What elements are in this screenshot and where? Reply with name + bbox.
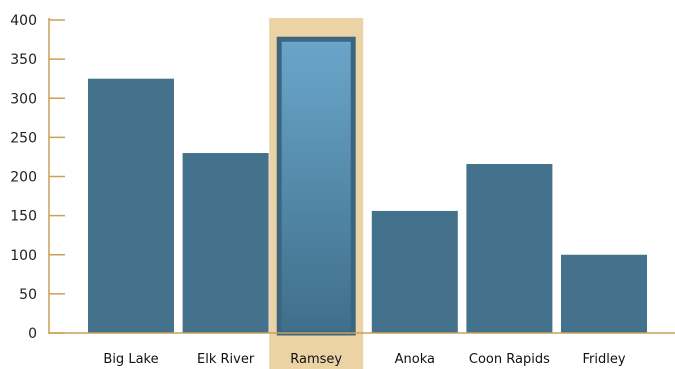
- y-tick-label-50: 50: [19, 287, 37, 303]
- bar-fridley[interactable]: [561, 254, 647, 333]
- y-tick-label-300: 300: [10, 91, 37, 107]
- axes-layer: [48, 18, 675, 334]
- x-tick-label-anoka: Anoka: [395, 352, 435, 367]
- bar-elk-river[interactable]: [182, 153, 269, 333]
- y-tick-label-400: 400: [10, 13, 37, 29]
- bar-ramsey[interactable]: [276, 36, 356, 336]
- y-tick-label-100: 100: [10, 248, 37, 264]
- x-tick-label-fridley: Fridley: [582, 352, 625, 367]
- y-tick-label-250: 250: [10, 130, 37, 146]
- bars-layer: [88, 36, 647, 336]
- x-tick-label-big-lake: Big Lake: [103, 352, 158, 367]
- y-tick-label-150: 150: [10, 209, 37, 225]
- y-tick-label-350: 350: [10, 52, 37, 68]
- labels-layer: Big Lake Elk River Ramsey Anoka Coon Rapids F…: [10, 13, 626, 367]
- y-tick-label-200: 200: [10, 170, 37, 186]
- x-tick-label-coon-rapids: Coon Rapids: [469, 352, 550, 367]
- bar-coon-rapids[interactable]: [466, 163, 553, 333]
- bar-anoka[interactable]: [371, 210, 458, 333]
- bar-big-lake[interactable]: [88, 78, 174, 333]
- x-tick-label-elk-river: Elk River: [197, 352, 255, 367]
- x-tick-label-ramsey: Ramsey: [290, 352, 342, 367]
- y-tick-label-0: 0: [28, 326, 37, 342]
